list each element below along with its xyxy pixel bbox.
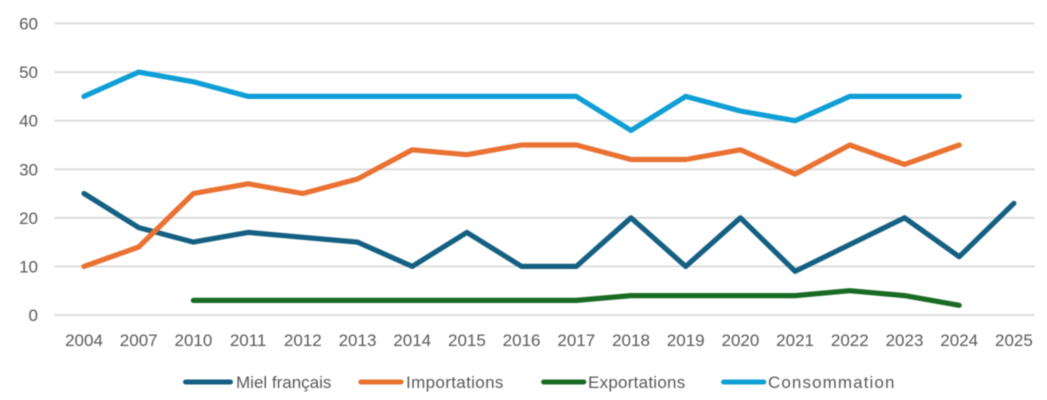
svg-text:2024: 2024 bbox=[940, 331, 978, 350]
svg-text:2017: 2017 bbox=[557, 331, 595, 350]
svg-text:Exportations: Exportations bbox=[588, 373, 686, 392]
svg-text:2019: 2019 bbox=[667, 331, 705, 350]
svg-text:2018: 2018 bbox=[612, 331, 650, 350]
svg-text:2010: 2010 bbox=[174, 331, 212, 350]
svg-text:2004: 2004 bbox=[65, 331, 103, 350]
svg-text:10: 10 bbox=[19, 257, 38, 276]
svg-text:2007: 2007 bbox=[120, 331, 158, 350]
svg-text:30: 30 bbox=[19, 160, 38, 179]
svg-text:2012: 2012 bbox=[284, 331, 322, 350]
svg-text:2014: 2014 bbox=[393, 331, 431, 350]
svg-text:Importations: Importations bbox=[406, 373, 504, 392]
svg-text:2011: 2011 bbox=[230, 331, 267, 350]
svg-text:2020: 2020 bbox=[721, 331, 759, 350]
svg-text:2022: 2022 bbox=[831, 331, 869, 350]
svg-text:2016: 2016 bbox=[503, 331, 541, 350]
svg-text:2023: 2023 bbox=[886, 331, 924, 350]
svg-text:Consommation: Consommation bbox=[768, 373, 896, 392]
svg-text:50: 50 bbox=[19, 63, 38, 82]
svg-text:20: 20 bbox=[19, 209, 38, 228]
svg-text:0: 0 bbox=[29, 306, 38, 325]
svg-text:2025: 2025 bbox=[995, 331, 1033, 350]
svg-text:60: 60 bbox=[19, 15, 38, 34]
svg-text:2021: 2021 bbox=[776, 331, 814, 350]
svg-text:2013: 2013 bbox=[339, 331, 377, 350]
svg-text:Miel français: Miel français bbox=[236, 373, 331, 392]
svg-text:40: 40 bbox=[19, 112, 38, 131]
svg-text:2015: 2015 bbox=[448, 331, 486, 350]
